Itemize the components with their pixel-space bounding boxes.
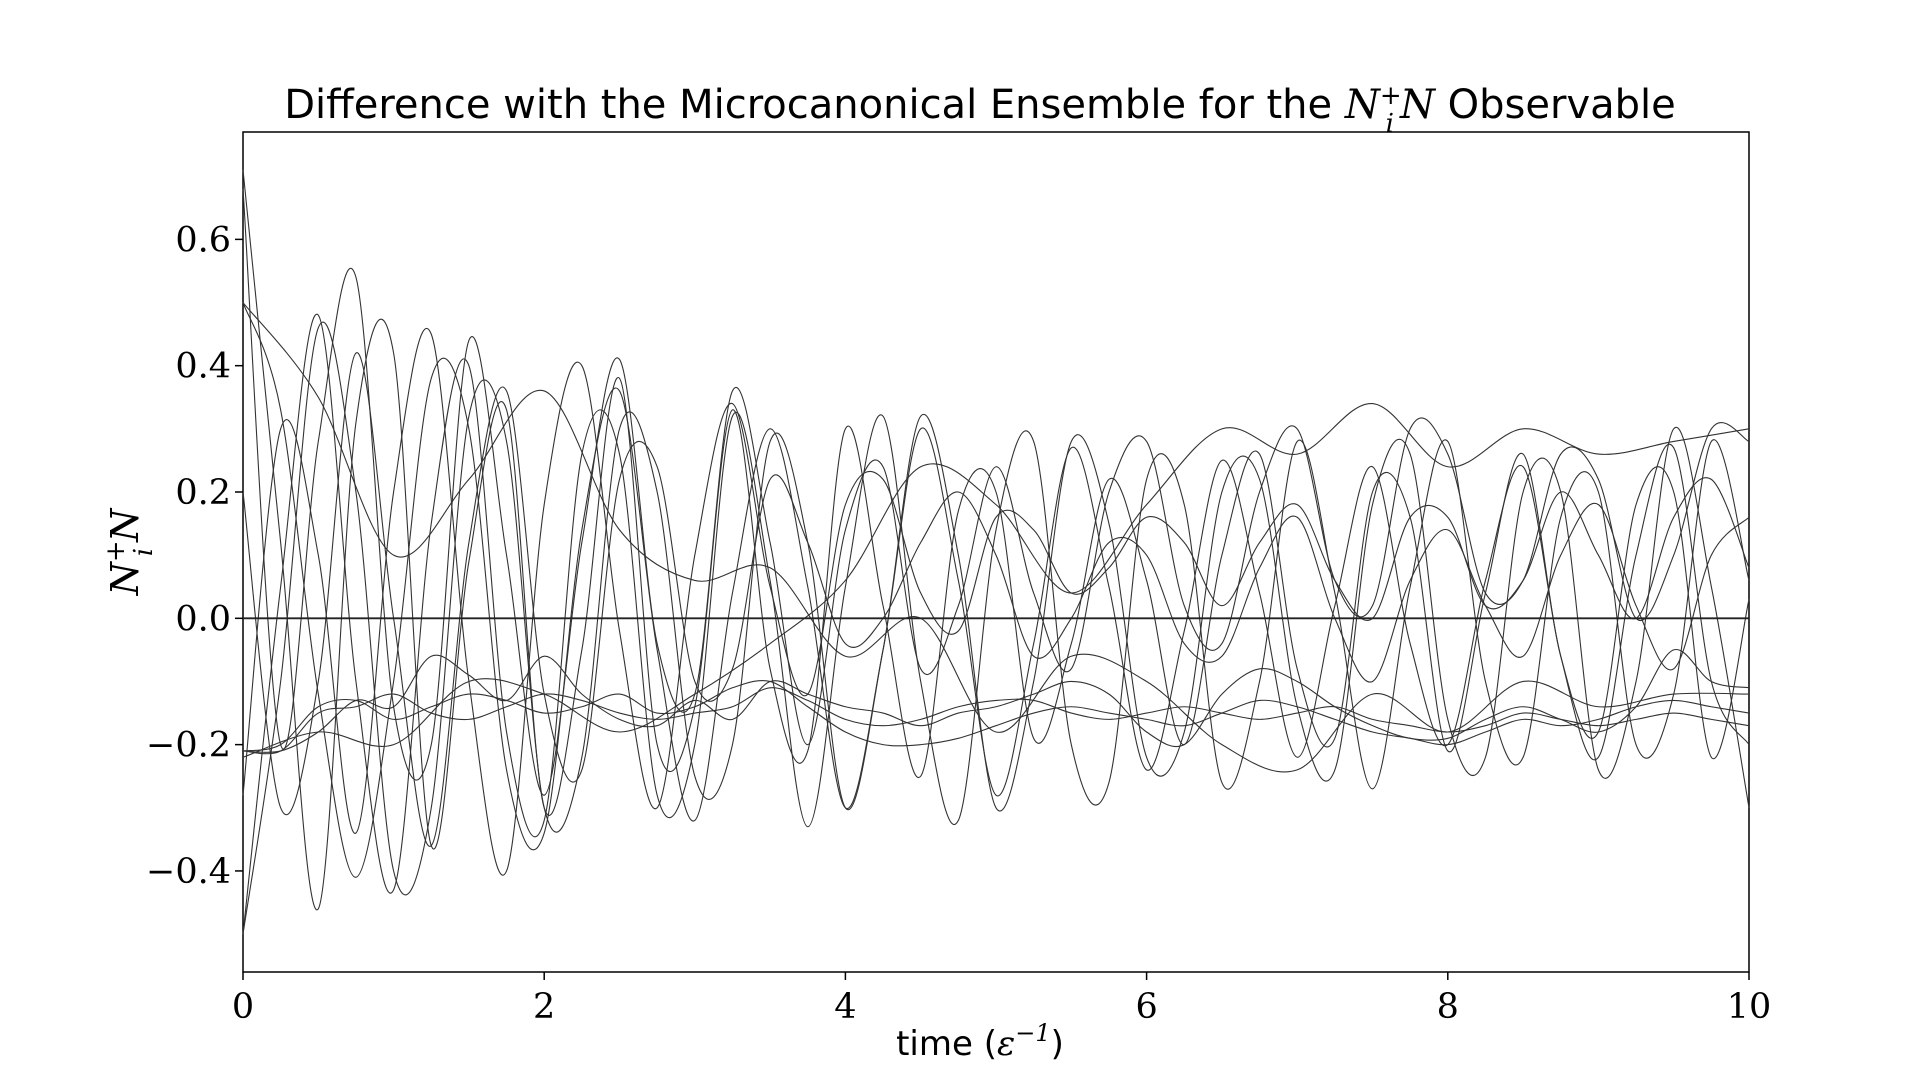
series-line-12 xyxy=(242,302,1750,773)
series-line-1 xyxy=(242,169,1750,911)
x-tick-label: 2 xyxy=(533,987,555,1027)
series-line-11 xyxy=(242,403,1750,758)
title-math-sub: i xyxy=(1386,109,1394,139)
series-layer xyxy=(242,169,1750,935)
x-tick-label: 8 xyxy=(1437,987,1459,1027)
y-axis-label-base: N xyxy=(103,560,147,596)
series-line-2 xyxy=(242,302,1750,878)
y-axis-label: N+iN xyxy=(101,507,159,596)
y-axis-label-sup: + xyxy=(101,540,131,562)
x-axis: 0 2 4 6 8 10 xyxy=(232,972,1771,1027)
x-tick-label: 4 xyxy=(834,987,856,1027)
x-tick-label: 10 xyxy=(1727,987,1772,1027)
y-tick-label: 0.0 xyxy=(175,599,231,639)
y-tick-label: 0.6 xyxy=(175,220,231,260)
y-tick-label: −0.2 xyxy=(146,726,231,766)
y-tick-label: 0.4 xyxy=(175,347,231,387)
x-axis-label-close: ) xyxy=(1051,1024,1064,1064)
x-axis-label-sup: −1 xyxy=(1015,1019,1050,1047)
title-math-base: N xyxy=(1344,82,1382,128)
y-tick-label: 0.2 xyxy=(175,473,231,513)
series-line-5 xyxy=(242,188,1750,796)
title-math-tail: N xyxy=(1399,82,1437,128)
plot-frame xyxy=(242,131,1750,973)
series-line-10 xyxy=(242,687,1750,755)
y-axis-label-sub: i xyxy=(129,548,159,556)
x-axis-label: time (ε−1) xyxy=(896,1019,1064,1064)
chart-title-suffix: Observable xyxy=(1435,82,1676,128)
y-axis-label-tail: N xyxy=(103,507,147,543)
series-line-4 xyxy=(242,313,1750,935)
series-line-3 xyxy=(242,321,1750,935)
x-tick-label: 0 xyxy=(232,987,254,1027)
x-axis-label-text: time ( xyxy=(896,1024,997,1064)
chart-title-prefix: Difference with the Microcanonical Ensem… xyxy=(284,82,1345,128)
plot-area xyxy=(242,131,1750,973)
x-axis-label-math: ε xyxy=(997,1024,1015,1064)
y-tick-label: −0.4 xyxy=(146,852,231,892)
y-axis: −0.4 −0.2 0.0 0.2 0.4 0.6 xyxy=(146,220,243,892)
series-line-6 xyxy=(242,327,1750,876)
series-line-9 xyxy=(242,679,1750,752)
chart-title: Difference with the Microcanonical Ensem… xyxy=(284,81,1676,139)
title-math-sup: + xyxy=(1380,81,1402,111)
series-line-7 xyxy=(242,352,1750,847)
x-tick-label: 6 xyxy=(1135,987,1157,1027)
